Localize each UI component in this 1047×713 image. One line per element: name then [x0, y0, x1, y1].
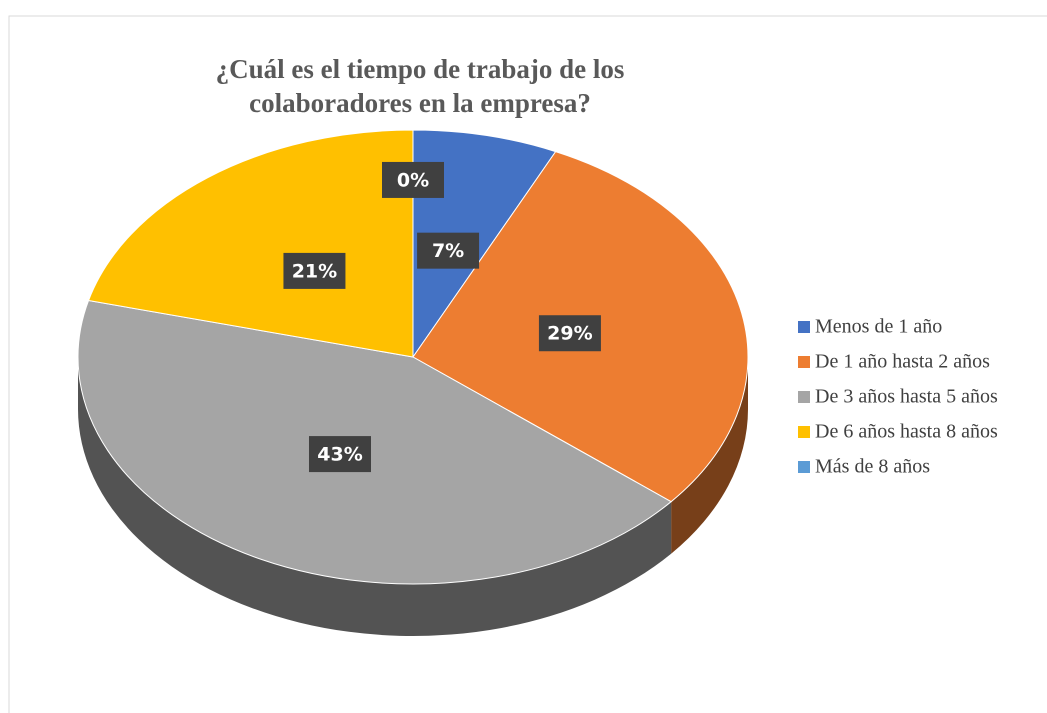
legend-label: Menos de 1 año — [815, 316, 942, 338]
data-label: 21% — [292, 260, 337, 282]
legend-swatch — [798, 426, 810, 438]
data-label: 7% — [432, 240, 464, 262]
data-label-box — [283, 252, 346, 289]
data-label-box — [538, 315, 601, 352]
slice — [87, 129, 414, 358]
data-label-box — [308, 436, 371, 473]
data-label-box — [417, 232, 480, 269]
legend-label: De 6 años hasta 8 años — [815, 421, 998, 443]
data-label: 43% — [317, 444, 362, 466]
data-label-box — [382, 161, 444, 198]
legend-swatch — [798, 356, 810, 368]
slice — [77, 299, 673, 585]
legend-label: De 3 años hasta 5 años — [815, 386, 998, 408]
data-label: 0% — [397, 169, 429, 191]
chart-frame — [8, 15, 1047, 713]
legend-label: Más de 8 años — [815, 456, 930, 478]
legend-swatch — [798, 391, 810, 403]
slice — [412, 129, 557, 359]
chart-title: ¿Cuál es el tiempo de trabajo de los col… — [215, 54, 625, 118]
slice-side — [671, 357, 748, 554]
legend-swatch — [798, 321, 810, 333]
slice-side — [78, 357, 672, 636]
legend-label: De 1 año hasta 2 años — [815, 351, 990, 373]
legend-swatch — [798, 461, 810, 473]
data-label: 29% — [547, 323, 592, 345]
